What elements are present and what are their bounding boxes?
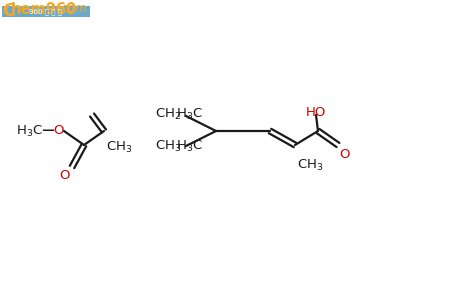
Text: O: O: [53, 125, 64, 137]
Text: H$_3$C: H$_3$C: [176, 139, 203, 154]
Text: −: −: [40, 122, 55, 140]
Text: O: O: [339, 149, 349, 161]
Text: hem960: hem960: [11, 2, 77, 17]
Text: C: C: [2, 2, 15, 20]
Text: 960 化 工 网: 960 化 工 网: [29, 9, 63, 15]
Text: CH$_3$: CH$_3$: [155, 139, 182, 154]
Text: CH$_3$: CH$_3$: [106, 139, 132, 154]
Text: H$_3$C: H$_3$C: [176, 106, 203, 122]
Text: .com: .com: [59, 2, 88, 15]
Text: CH$_3$: CH$_3$: [297, 157, 323, 173]
Text: O: O: [60, 169, 70, 182]
FancyBboxPatch shape: [2, 6, 90, 17]
Text: HO: HO: [306, 105, 327, 118]
Text: CH$_2$: CH$_2$: [155, 106, 181, 122]
Text: H$_3$C: H$_3$C: [16, 123, 43, 139]
